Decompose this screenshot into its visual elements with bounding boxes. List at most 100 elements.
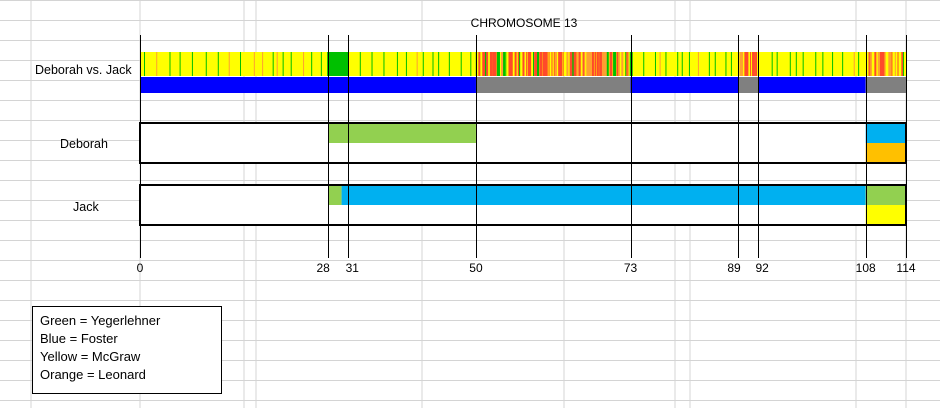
density-stripe	[529, 52, 532, 76]
tick-label: 50	[469, 261, 483, 275]
density-stripe	[616, 52, 619, 76]
density-stripe	[217, 52, 219, 76]
density-stripe	[599, 52, 602, 76]
density-stripe	[532, 52, 534, 76]
density-stripe	[505, 52, 507, 76]
density-stripe	[262, 52, 264, 76]
density-stripe	[517, 52, 520, 76]
density-stripe	[534, 52, 538, 76]
density-segment-green	[328, 52, 349, 76]
density-stripe	[870, 52, 872, 76]
density-stripe	[832, 52, 834, 76]
density-stripe	[542, 52, 546, 76]
density-stripe	[500, 52, 504, 76]
density-stripe	[891, 52, 893, 76]
density-stripe	[888, 52, 892, 76]
tick-label: 31	[346, 261, 360, 275]
match-segment-no-match	[738, 77, 759, 93]
density-stripe	[448, 52, 450, 76]
tick-label: 114	[896, 261, 915, 275]
density-stripe	[416, 52, 418, 76]
boundary-lines	[140, 35, 907, 258]
density-stripe	[548, 52, 550, 76]
segment-jack-top-blue	[341, 185, 866, 205]
density-stripe	[554, 52, 557, 76]
density-stripe	[884, 52, 886, 76]
density-stripe	[609, 52, 613, 76]
density-stripe	[601, 52, 604, 76]
snp-density-strip	[140, 52, 906, 76]
density-stripe	[510, 52, 513, 76]
density-stripe	[560, 52, 563, 76]
density-stripe	[522, 52, 525, 76]
density-stripe	[432, 52, 434, 76]
density-stripe	[874, 52, 877, 76]
density-stripe	[583, 52, 585, 76]
density-stripe	[879, 52, 883, 76]
density-stripe	[482, 52, 486, 76]
density-stripe	[708, 52, 710, 76]
density-stripe	[751, 52, 755, 76]
density-stripe	[478, 52, 481, 76]
density-stripe	[858, 52, 860, 76]
density-stripe	[591, 52, 594, 76]
people-rows	[139, 122, 907, 226]
density-stripe	[205, 52, 207, 76]
density-stripe	[613, 52, 617, 76]
density-stripe	[681, 52, 683, 76]
tick-label: 28	[316, 261, 330, 275]
row-background-deborah	[140, 123, 906, 163]
density-stripe	[578, 52, 581, 76]
tick-label: 0	[137, 261, 144, 275]
density-stripe	[569, 52, 573, 76]
density-stripe	[621, 52, 624, 76]
density-stripe	[881, 52, 885, 76]
legend-entry-orange: Orange = Leonard	[40, 367, 146, 382]
density-stripe	[725, 52, 727, 76]
density-stripe	[902, 52, 904, 76]
match-segment-match	[140, 77, 476, 93]
density-stripe	[776, 52, 778, 76]
tick-label: 73	[624, 261, 638, 275]
density-stripe	[282, 52, 284, 76]
density-stripe	[144, 52, 146, 76]
density-stripe	[654, 52, 656, 76]
density-stripe	[755, 52, 758, 76]
density-stripe	[625, 52, 627, 76]
density-stripe	[577, 52, 580, 76]
density-stripe	[539, 52, 543, 76]
density-stripe	[545, 52, 548, 76]
density-stripe	[741, 52, 744, 76]
density-stripe	[537, 52, 540, 76]
match-segment-match	[630, 77, 739, 93]
density-stripe	[822, 52, 824, 76]
row-labels: Deborah vs. Jack Deborah Jack	[35, 63, 132, 214]
density-stripe	[606, 52, 609, 76]
density-stripe	[191, 52, 193, 76]
segment-jack-top-green	[865, 185, 906, 205]
density-stripe	[618, 52, 620, 76]
density-stripe	[802, 52, 804, 76]
density-stripe	[588, 52, 592, 76]
density-stripe	[470, 52, 472, 76]
density-stripe	[303, 52, 305, 76]
density-stripe	[489, 52, 493, 76]
density-stripe	[573, 52, 577, 76]
person-label-deborah: Deborah	[60, 137, 108, 151]
density-stripe	[290, 52, 292, 76]
density-stripe	[492, 52, 496, 76]
density-stripe	[228, 52, 230, 76]
density-stripe	[795, 52, 797, 76]
density-stripe	[643, 52, 645, 76]
density-stripe	[842, 52, 844, 76]
density-stripe	[156, 52, 158, 76]
density-stripe	[383, 52, 385, 76]
density-stripe	[659, 52, 661, 76]
match-strip	[140, 77, 906, 93]
match-segment-no-match	[865, 77, 906, 93]
density-stripe	[497, 52, 500, 76]
segment-deborah-bottom-orange	[865, 143, 906, 163]
density-stripe	[771, 52, 773, 76]
density-stripe	[869, 52, 871, 76]
density-stripe	[396, 52, 398, 76]
